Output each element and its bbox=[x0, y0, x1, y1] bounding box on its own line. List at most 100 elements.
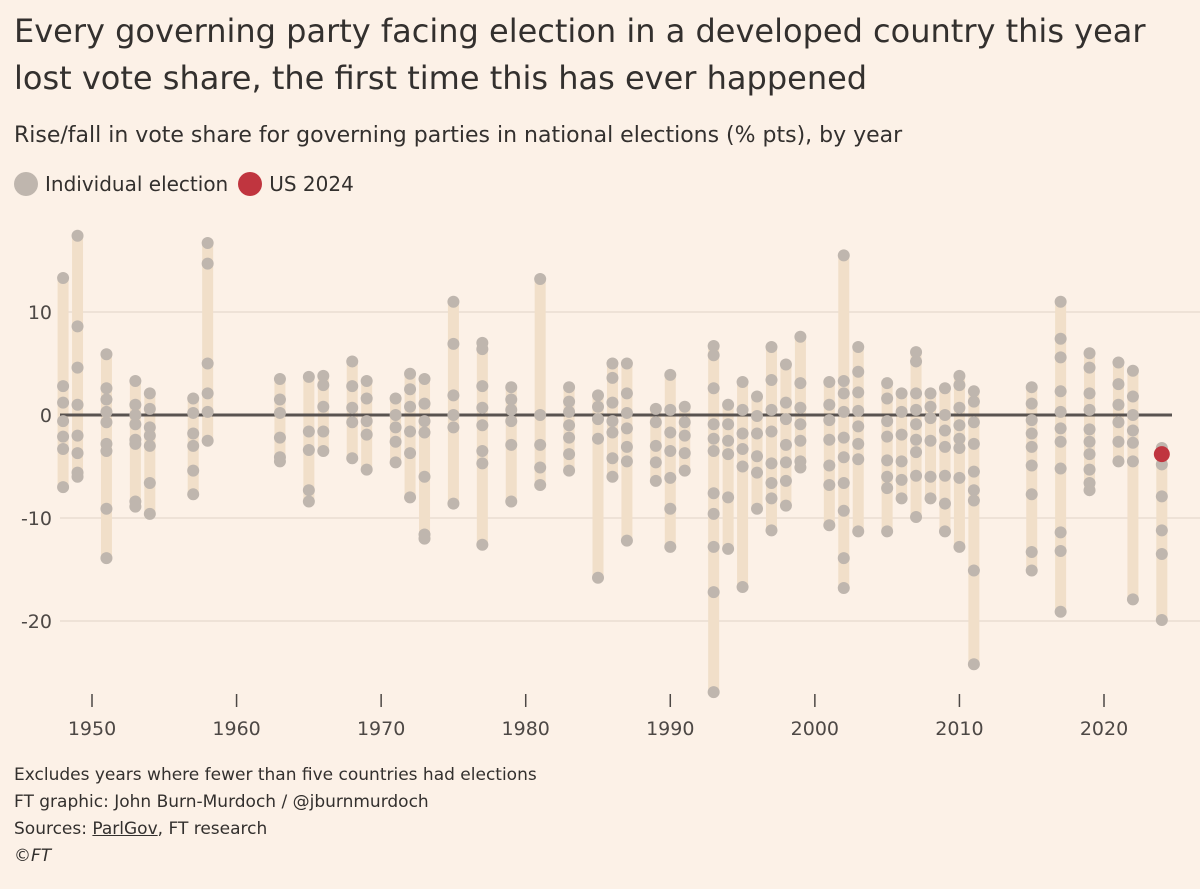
election-dot bbox=[953, 369, 966, 382]
election-dot bbox=[143, 387, 156, 400]
election-dot bbox=[707, 507, 720, 520]
election-dot bbox=[707, 382, 720, 395]
election-dot bbox=[1083, 423, 1096, 436]
election-dot bbox=[765, 457, 778, 470]
election-dot bbox=[1155, 490, 1168, 503]
election-dot bbox=[910, 433, 923, 446]
election-dot bbox=[837, 451, 850, 464]
election-dot bbox=[1112, 356, 1125, 369]
election-dot bbox=[837, 582, 850, 595]
election-dot bbox=[360, 392, 373, 405]
election-dot bbox=[592, 432, 604, 445]
election-dot bbox=[505, 438, 518, 451]
election-dot bbox=[1054, 526, 1067, 539]
election-dot bbox=[201, 405, 214, 418]
election-dot bbox=[1126, 409, 1139, 421]
election-dot bbox=[837, 375, 850, 388]
election-dot bbox=[534, 409, 547, 421]
election-dot bbox=[722, 434, 735, 447]
election-dot bbox=[895, 473, 908, 486]
y-tick-label: 0 bbox=[40, 405, 52, 427]
election-dot bbox=[736, 442, 749, 455]
election-dot bbox=[71, 470, 84, 483]
election-dot bbox=[938, 382, 951, 395]
election-dot bbox=[129, 409, 142, 421]
election-dot bbox=[57, 442, 70, 455]
election-dot bbox=[967, 416, 980, 429]
election-dot bbox=[100, 405, 113, 418]
election-dot bbox=[707, 339, 720, 352]
election-dot bbox=[664, 426, 677, 439]
election-dot bbox=[1083, 463, 1096, 476]
election-dot bbox=[967, 494, 980, 507]
x-tick-label: 1980 bbox=[502, 718, 550, 740]
election-dot bbox=[1025, 397, 1038, 410]
election-dot bbox=[649, 474, 662, 487]
election-dot bbox=[563, 405, 576, 418]
election-dot bbox=[302, 425, 315, 438]
election-dot bbox=[664, 540, 677, 553]
parlgov-link[interactable]: ParlGov bbox=[92, 819, 158, 839]
election-dot bbox=[418, 426, 431, 439]
election-dot bbox=[143, 507, 156, 520]
election-dot bbox=[346, 380, 359, 393]
chart-title: Every governing party facing election in… bbox=[14, 12, 1146, 97]
election-dot bbox=[967, 437, 980, 450]
election-dot bbox=[1025, 564, 1038, 577]
election-dot bbox=[71, 447, 84, 460]
election-dot bbox=[606, 371, 619, 384]
election-dot bbox=[505, 495, 518, 508]
election-dot bbox=[837, 504, 850, 517]
election-dot bbox=[100, 502, 113, 515]
election-dot bbox=[664, 471, 677, 484]
election-dot bbox=[187, 427, 200, 440]
election-dot bbox=[346, 452, 359, 465]
election-dot bbox=[418, 470, 431, 483]
election-dot bbox=[1083, 361, 1096, 374]
election-dot bbox=[953, 419, 966, 432]
election-dot bbox=[476, 457, 489, 470]
election-dot bbox=[765, 476, 778, 489]
election-dot bbox=[649, 439, 662, 452]
election-dot bbox=[881, 415, 894, 428]
election-dot bbox=[534, 479, 547, 492]
election-dot bbox=[1083, 435, 1096, 448]
election-dot bbox=[201, 257, 214, 270]
election-dot bbox=[823, 433, 836, 446]
election-dot bbox=[707, 686, 720, 699]
election-dot bbox=[143, 402, 156, 415]
election-dot bbox=[678, 447, 691, 460]
election-dot bbox=[823, 376, 836, 389]
election-dot bbox=[852, 365, 865, 378]
footer-credit: FT graphic: John Burn-Murdoch / @jburnmu… bbox=[14, 792, 429, 812]
election-dot bbox=[404, 400, 417, 413]
election-dot bbox=[1083, 403, 1096, 416]
election-dot bbox=[938, 440, 951, 453]
election-dot bbox=[736, 403, 749, 416]
election-dot bbox=[273, 393, 286, 406]
election-dot bbox=[187, 392, 200, 405]
x-tick-label: 1970 bbox=[357, 718, 405, 740]
election-dot bbox=[852, 453, 865, 466]
election-dot bbox=[1054, 295, 1067, 308]
election-dot bbox=[953, 432, 966, 445]
election-dot bbox=[100, 382, 113, 395]
election-dot bbox=[505, 415, 518, 428]
election-dot bbox=[389, 435, 402, 448]
election-dot bbox=[447, 389, 460, 402]
election-dot bbox=[606, 426, 619, 439]
election-dot bbox=[71, 320, 84, 333]
election-dot bbox=[418, 397, 431, 410]
election-dot bbox=[649, 402, 662, 415]
election-dot bbox=[1054, 385, 1067, 398]
election-dot bbox=[201, 387, 214, 400]
election-dot bbox=[751, 410, 764, 423]
election-dot bbox=[389, 392, 402, 405]
election-dot bbox=[201, 434, 214, 447]
election-dot bbox=[563, 464, 576, 477]
election-dot bbox=[1025, 488, 1038, 501]
election-dot bbox=[389, 421, 402, 434]
election-dot bbox=[1112, 435, 1125, 448]
election-dot bbox=[1054, 605, 1067, 618]
election-dot bbox=[71, 429, 84, 442]
